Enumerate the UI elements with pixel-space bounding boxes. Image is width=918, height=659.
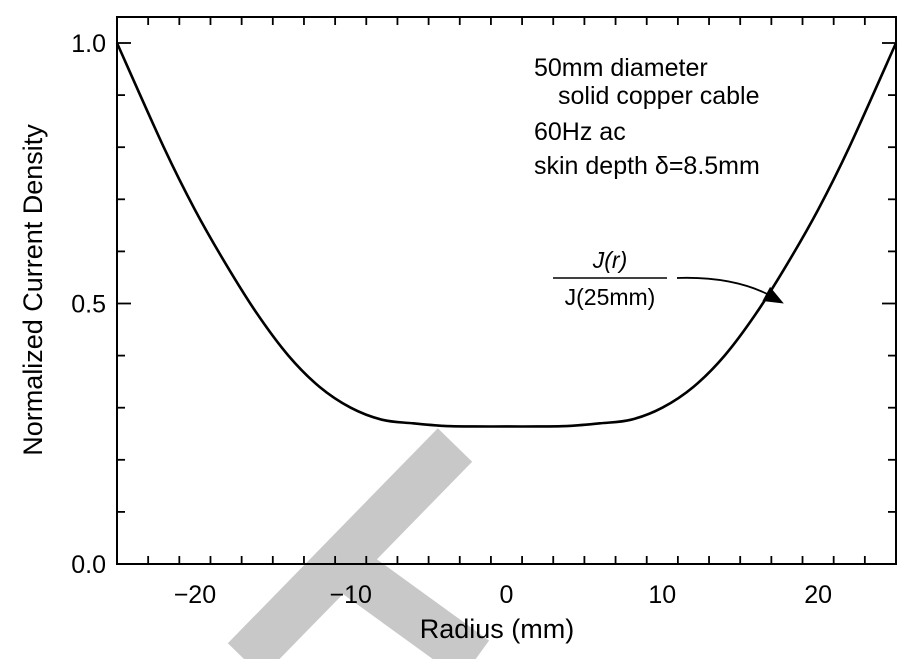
annotation-line-2: solid copper cable	[558, 82, 760, 110]
annotation-arrow	[676, 276, 777, 300]
watermark-cross	[227, 428, 490, 659]
x-tick-label: −10	[329, 581, 371, 609]
y-tick-label: 0.0	[71, 551, 106, 579]
x-tick-label: 20	[804, 581, 832, 609]
annotation-line-4: skin depth δ=8.5mm	[534, 152, 760, 180]
fraction-numerator: J(r)	[592, 247, 627, 273]
x-tick-label: 10	[648, 581, 676, 609]
plot-frame	[116, 16, 897, 565]
y-tick-label: 0.5	[71, 291, 106, 319]
series-layer	[115, 42, 898, 428]
x-tick-label: 0	[500, 581, 514, 609]
y-tick-label: 1.0	[71, 30, 106, 58]
y-tick-labels: 0.0 0.5 1.0	[71, 30, 106, 579]
annotation-arrowhead	[762, 286, 784, 304]
annotation-line-3: 60Hz ac	[534, 118, 626, 146]
annotation-line-1: 50mm diameter	[534, 54, 708, 82]
axis-ticks	[116, 17, 897, 565]
x-tick-labels: −20 −10 0 10 20	[174, 581, 832, 609]
series-line	[115, 42, 898, 428]
fraction-denominator: J(25mm)	[565, 284, 656, 310]
y-axis-title: Normalized Current Density	[18, 124, 48, 456]
x-axis-title: Radius (mm)	[420, 614, 575, 644]
x-tick-label: −20	[174, 581, 216, 609]
